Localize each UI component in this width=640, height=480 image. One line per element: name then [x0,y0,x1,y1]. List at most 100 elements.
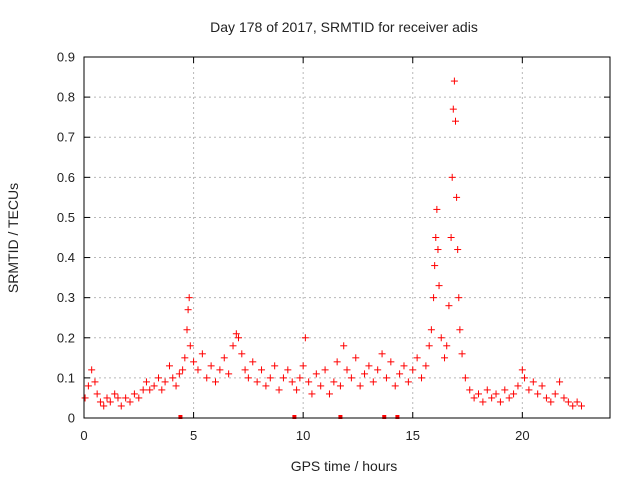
y-axis-label: SRMTID / TECUs [5,183,21,293]
data-point [433,205,441,213]
data-point [150,382,158,390]
data-point [461,374,469,382]
y-tick-label: 0.3 [57,290,75,305]
data-point [356,382,364,390]
data-point [449,105,457,113]
data-point [455,294,463,302]
y-tick-label: 0.4 [57,250,75,265]
data-point [169,374,177,382]
x-tick-label: 0 [80,428,87,443]
data-point [142,378,150,386]
data-point [382,374,390,382]
data-point [114,394,122,402]
data-point [130,390,138,398]
data-point [296,374,304,382]
data-point [299,362,307,370]
data-point [190,358,198,366]
data-point [569,402,577,410]
data-point [122,394,130,402]
y-tick-label: 0.1 [57,370,75,385]
data-point [443,342,451,350]
data-point [93,390,101,398]
data-point [547,398,555,406]
data-point [453,193,461,201]
data-point [564,398,572,406]
data-point [103,394,111,402]
data-point [293,386,301,394]
data-point [427,326,435,334]
data-point [220,354,228,362]
zero-value-marker [338,415,343,419]
y-tick-label: 0.6 [57,170,75,185]
data-point [84,382,92,390]
axis-ticks: 0 0.1 0.2 0.3 0.4 0.5 0.6 0.7 0.8 0.9 0 5 10 15 20 [57,50,610,443]
data-point [235,334,243,342]
data-point [492,390,500,398]
data-point [183,326,191,334]
data-point [275,386,283,394]
data-point [404,378,412,386]
data-point [488,394,496,402]
data-point [343,366,351,374]
plot-frame [83,56,611,419]
data-point [447,234,455,241]
data-point [271,362,279,370]
data-point [361,370,369,378]
data-points [81,77,586,419]
data-point [496,398,504,406]
data-point [434,246,442,254]
data-point [155,374,163,382]
chart-title: Day 178 of 2017, SRMTID for receiver adi… [210,19,478,35]
data-point [456,326,464,334]
data-point [340,342,348,350]
data-point [451,117,459,125]
y-tick-label: 0.7 [57,130,75,145]
data-point [194,366,202,374]
data-point [253,378,261,386]
data-point [100,402,108,410]
data-point [186,342,194,350]
data-point [454,246,462,254]
data-point [229,342,237,350]
data-point [437,334,445,342]
data-point [288,378,296,386]
data-point [391,382,399,390]
x-tick-label: 20 [515,428,529,443]
data-point [317,382,325,390]
data-point [418,374,426,382]
data-point [225,370,233,378]
data-point [135,394,143,402]
x-tick-label: 15 [406,428,420,443]
data-point [181,354,189,362]
data-point [573,398,581,406]
data-point [365,362,373,370]
data-point [400,362,408,370]
data-point [305,378,313,386]
data-point [161,378,169,386]
data-point [106,398,114,406]
y-tick-label: 0.9 [57,50,75,65]
data-point [91,378,99,386]
data-point [518,366,526,374]
data-point [432,234,440,241]
data-point [330,378,338,386]
data-point [88,366,96,374]
grid [84,57,610,418]
zero-value-marker [178,415,183,419]
data-point [525,386,533,394]
data-point [241,366,249,374]
data-point [96,398,104,406]
data-point [258,366,266,374]
data-point [185,294,193,302]
data-point [431,262,439,270]
data-point [139,386,147,394]
data-point [538,382,546,390]
data-point [514,382,522,390]
data-point [325,390,333,398]
data-point [529,378,537,386]
data-point [445,302,453,310]
data-point [352,354,360,362]
data-point [184,306,192,314]
data-point [425,342,433,350]
